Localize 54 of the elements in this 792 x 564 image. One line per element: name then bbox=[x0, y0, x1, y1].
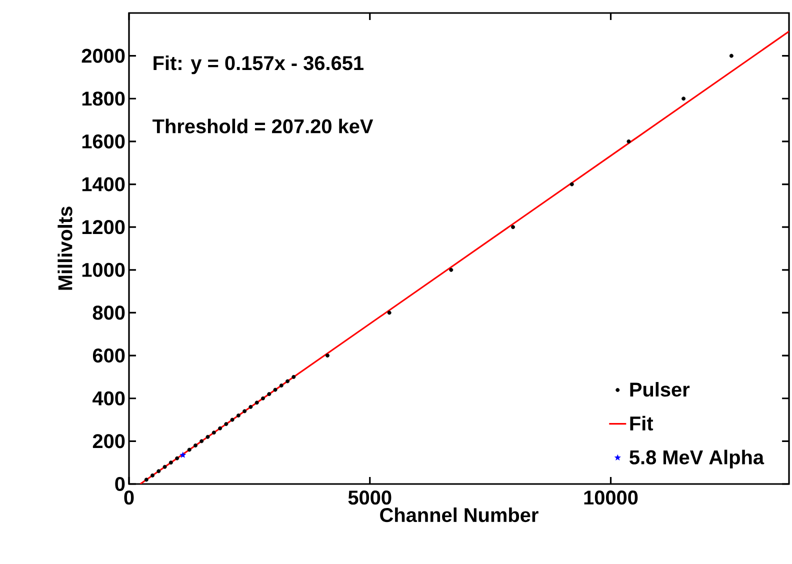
y-tick-label: 400 bbox=[92, 391, 125, 406]
y-tick-label: 1800 bbox=[82, 92, 125, 106]
point bbox=[254, 400, 259, 405]
point bbox=[387, 310, 392, 315]
point bbox=[273, 388, 278, 392]
point bbox=[180, 452, 186, 458]
y-tick-label: 1400 bbox=[82, 177, 125, 192]
point bbox=[144, 478, 148, 482]
point bbox=[626, 139, 631, 144]
point bbox=[260, 396, 265, 400]
y-tick-label: 0 bbox=[115, 476, 125, 492]
point bbox=[242, 409, 247, 414]
point bbox=[200, 439, 204, 444]
point bbox=[729, 54, 734, 58]
point bbox=[206, 434, 210, 439]
point bbox=[156, 469, 161, 474]
point bbox=[236, 413, 240, 418]
point bbox=[449, 268, 454, 272]
x-axis-title: Channel Number bbox=[380, 507, 538, 522]
point bbox=[286, 379, 290, 384]
point bbox=[218, 426, 222, 430]
legend-label: 5.8 MeV Alpha bbox=[630, 450, 764, 468]
point bbox=[325, 354, 330, 358]
point bbox=[175, 456, 180, 460]
y-tick-label: 2000 bbox=[82, 48, 125, 63]
y-tick-label: 1200 bbox=[82, 220, 125, 234]
y-tick-label: 200 bbox=[92, 434, 125, 448]
point bbox=[570, 182, 574, 186]
x-tick-label: 0 bbox=[124, 490, 134, 505]
y-tick-label: 800 bbox=[92, 306, 125, 320]
point bbox=[248, 404, 253, 409]
point bbox=[193, 443, 198, 448]
point bbox=[150, 473, 155, 478]
legend-label: Fit bbox=[630, 416, 654, 430]
point bbox=[682, 96, 686, 101]
annotation: Threshold = 207.20 keV bbox=[152, 118, 374, 134]
y-axis-title: Millivolts bbox=[58, 206, 72, 290]
point bbox=[168, 460, 173, 465]
y-tick-label: 600 bbox=[92, 348, 125, 363]
point bbox=[292, 374, 296, 379]
point bbox=[267, 392, 272, 396]
y-tick-label: 1000 bbox=[82, 262, 125, 277]
point bbox=[230, 418, 234, 422]
point bbox=[224, 422, 228, 426]
x-tick-label: 5000 bbox=[348, 490, 392, 505]
point bbox=[162, 464, 167, 469]
point bbox=[511, 225, 516, 230]
y-tick-label: 1600 bbox=[82, 134, 125, 148]
point bbox=[187, 448, 192, 452]
annotation: Fit: y = 0.157x - 36.651 bbox=[154, 56, 364, 74]
point bbox=[212, 430, 216, 435]
legend-label: Pulser bbox=[630, 382, 690, 397]
x-tick-label: 10000 bbox=[584, 490, 638, 505]
point bbox=[279, 384, 284, 388]
